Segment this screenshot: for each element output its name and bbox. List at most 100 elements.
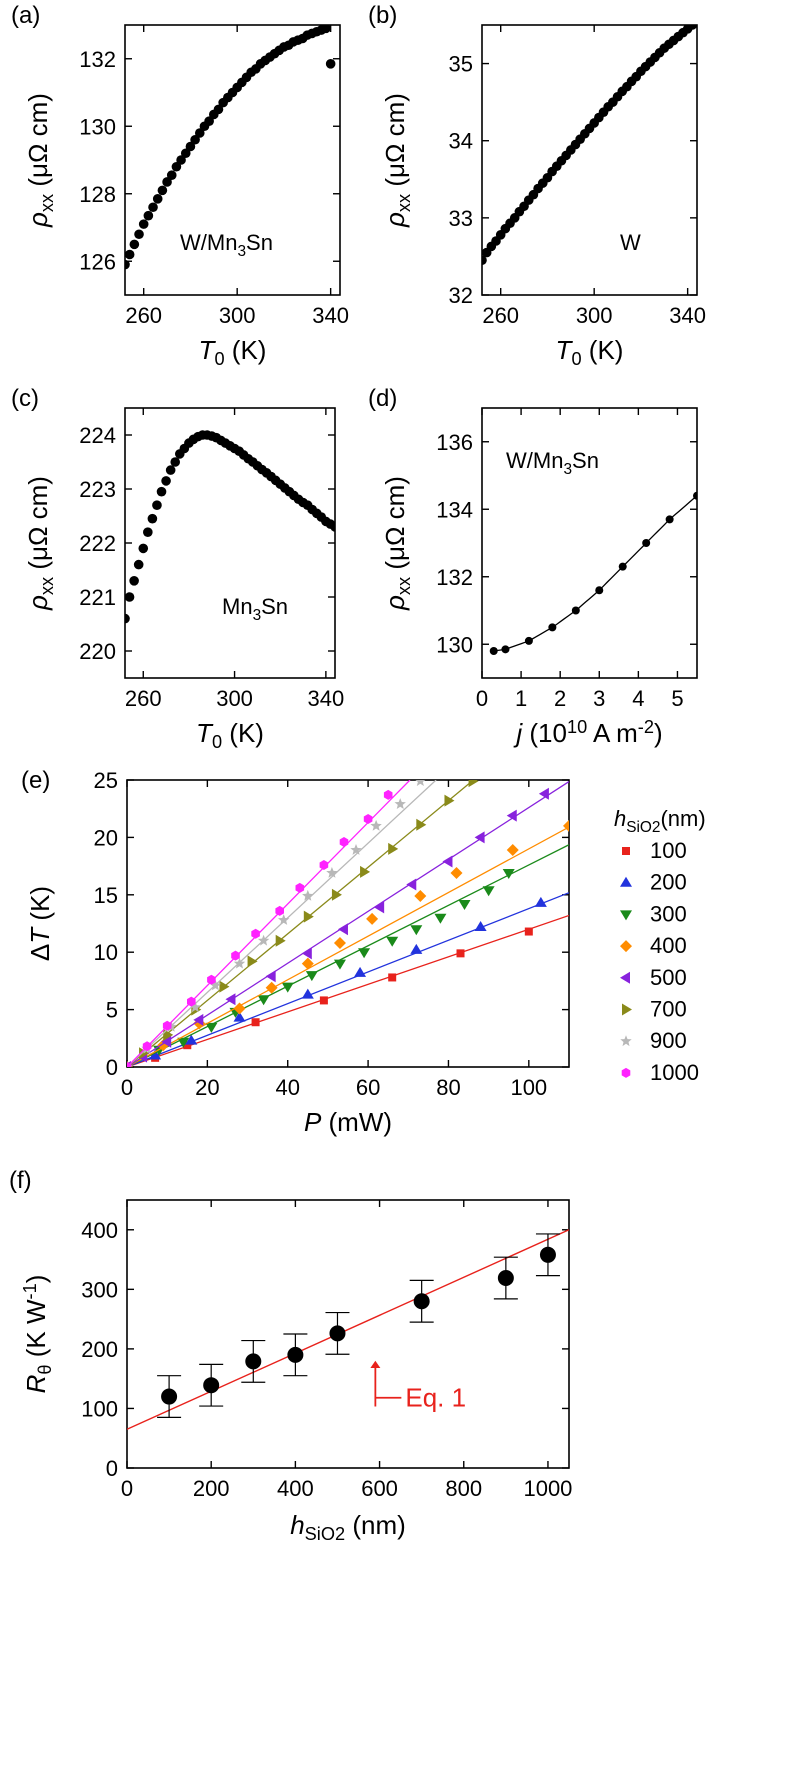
panel-label: (f) xyxy=(9,1167,32,1194)
data-point xyxy=(162,177,172,187)
legend-title: hSiO2(nm) xyxy=(614,806,706,836)
marker-square xyxy=(622,847,630,855)
panel-label: (b) xyxy=(368,2,397,29)
legend-label: 900 xyxy=(650,1028,687,1053)
legend-label: 500 xyxy=(650,965,687,990)
label-part: ρ xyxy=(380,212,410,228)
data-point xyxy=(138,543,149,554)
marker-triangle-up xyxy=(474,920,487,931)
label-part: (mW) xyxy=(321,1107,392,1137)
data-point xyxy=(170,457,181,467)
data-point xyxy=(325,59,336,69)
panel-label: (e) xyxy=(21,767,50,794)
marker-hexagon xyxy=(187,996,196,1007)
marker-triangle-down xyxy=(205,1022,218,1033)
x-axis-label: T0 (K) xyxy=(196,718,264,752)
marker-triangle-down xyxy=(620,910,632,921)
legend-label: 700 xyxy=(650,997,687,1022)
marker-hexagon xyxy=(142,1041,152,1052)
legend-label: 200 xyxy=(650,870,687,895)
y-tick-label: 300 xyxy=(81,1277,118,1302)
plot-frame xyxy=(481,24,698,296)
marker-triangle-down xyxy=(482,886,495,897)
marker-triangle-right xyxy=(468,780,479,788)
marker-triangle-left xyxy=(193,1013,204,1026)
marker-triangle-up xyxy=(534,896,547,907)
marker-hexagon xyxy=(363,814,373,824)
marker-triangle-up xyxy=(149,1049,162,1060)
x-tick-label: 300 xyxy=(219,303,256,328)
label-part: (K) xyxy=(25,886,55,928)
marker-triangle-down xyxy=(434,913,447,924)
marker-triangle-down xyxy=(502,868,515,879)
data-point xyxy=(330,522,335,532)
data-point xyxy=(125,259,130,270)
data-point xyxy=(134,229,144,240)
label-part: (K) xyxy=(582,335,624,365)
marker-hexagon xyxy=(319,860,329,870)
x-tick-label: 4 xyxy=(632,686,644,711)
y-tick-label: 35 xyxy=(449,52,473,77)
y-tick-label: 134 xyxy=(436,497,473,522)
legend-label: 400 xyxy=(650,933,687,958)
data-point xyxy=(125,613,130,624)
x-tick-label: 0 xyxy=(121,1075,133,1100)
marker-triangle-down xyxy=(177,1037,190,1048)
marker-triangle-up xyxy=(620,876,632,887)
label-part: SiO xyxy=(626,819,652,836)
fit-line-100 xyxy=(127,914,569,1067)
marker-triangle-up xyxy=(185,1034,198,1045)
plot-frame xyxy=(481,407,698,679)
data-point xyxy=(213,104,224,115)
label-part: -1 xyxy=(20,1283,40,1299)
y-tick-label: 222 xyxy=(79,531,116,556)
y-tick-label: 33 xyxy=(449,206,473,231)
marker-triangle-left xyxy=(374,901,385,914)
fit-line-500 xyxy=(127,781,569,1067)
arrow-head xyxy=(370,1360,381,1368)
label-part: R xyxy=(21,1375,51,1394)
panel-label: (d) xyxy=(368,385,397,412)
label-part: ρ xyxy=(380,595,410,611)
data-point xyxy=(524,636,533,645)
y-tick-label: 34 xyxy=(449,129,473,154)
y-tick-label: 100 xyxy=(81,1396,118,1421)
marker-star xyxy=(302,889,314,901)
plot-frame xyxy=(126,779,570,1068)
data-point xyxy=(171,161,182,172)
data-point xyxy=(287,1346,304,1363)
marker-star xyxy=(209,979,222,991)
legend-label: 1000 xyxy=(650,1060,699,1085)
data-point xyxy=(693,491,697,500)
marker-star xyxy=(370,819,382,831)
label-part: (nm) xyxy=(345,1510,406,1540)
x-tick-label: 600 xyxy=(361,1476,398,1501)
marker-square xyxy=(388,973,397,982)
marker-star xyxy=(326,867,338,878)
x-tick-label: 260 xyxy=(125,686,162,711)
data-point xyxy=(165,465,176,475)
fit-line-1000 xyxy=(127,780,411,1067)
x-tick-label: 0 xyxy=(476,686,488,711)
fit-line-200 xyxy=(127,892,569,1067)
marker-triangle-up xyxy=(410,943,423,954)
legend-label: 300 xyxy=(650,901,687,926)
label-part: (μΩ cm) xyxy=(380,476,410,577)
marker-diamond xyxy=(414,889,427,902)
marker-triangle-right xyxy=(247,955,258,968)
fit-line-700 xyxy=(127,780,474,1067)
label-part: h xyxy=(290,1510,304,1540)
data-point xyxy=(147,513,158,524)
marker-star xyxy=(257,934,270,946)
y-axis-label: Rθ (K W-1) xyxy=(20,1275,55,1394)
y-tick-label: 20 xyxy=(94,825,118,850)
marker-triangle-right xyxy=(416,818,427,831)
label-part: xx xyxy=(37,577,57,595)
label-part: h xyxy=(614,806,626,831)
x-tick-label: 0 xyxy=(121,1476,133,1501)
x-tick-label: 800 xyxy=(445,1476,482,1501)
x-tick-label: 100 xyxy=(510,1075,547,1100)
data-point xyxy=(687,25,697,30)
x-tick-label: 260 xyxy=(125,303,162,328)
data-point xyxy=(143,527,153,537)
